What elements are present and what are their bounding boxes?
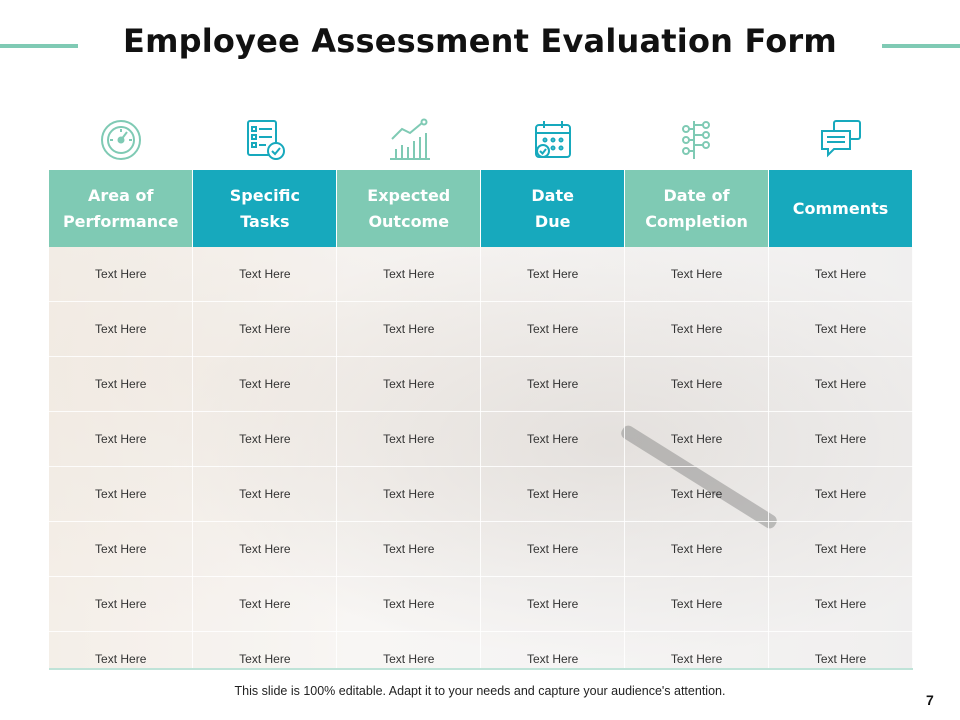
title-decoration-left (0, 44, 78, 48)
table-cell: Text Here (768, 576, 913, 632)
table-cell: Text Here (49, 576, 194, 632)
table-cell: Text Here (624, 631, 770, 670)
table-cell: Text Here (624, 301, 770, 357)
table-cell: Text Here (480, 466, 626, 522)
hierarchy-icon (682, 121, 710, 159)
table-row: Text Here Text Here Text Here Text Here … (49, 411, 913, 467)
table-cell: Text Here (192, 631, 338, 670)
table-cell: Text Here (336, 466, 482, 522)
table-cell: Text Here (768, 301, 913, 357)
table-cell: Text Here (624, 411, 770, 467)
table-cell: Text Here (768, 247, 913, 302)
table-cell: Text Here (49, 631, 194, 670)
table-cell: Text Here (624, 466, 770, 522)
growth-chart-icon (390, 118, 430, 160)
table-row: Text Here Text Here Text Here Text Here … (49, 631, 913, 670)
header-date-of-completion: Date of Completion (624, 170, 770, 247)
table-cell: Text Here (336, 356, 482, 412)
checklist-icon (247, 120, 285, 160)
page-number: 7 (926, 692, 934, 708)
table-cell: Text Here (624, 576, 770, 632)
table-cell: Text Here (49, 301, 194, 357)
table-cell: Text Here (192, 466, 338, 522)
table-row: Text Here Text Here Text Here Text Here … (49, 356, 913, 412)
table-cell: Text Here (192, 576, 338, 632)
header-icon-row (49, 114, 913, 166)
table-cell: Text Here (768, 466, 913, 522)
speedometer-icon (101, 120, 141, 160)
table-cell: Text Here (480, 631, 626, 670)
table-cell: Text Here (336, 411, 482, 467)
table-cell: Text Here (49, 411, 194, 467)
table-row: Text Here Text Here Text Here Text Here … (49, 247, 913, 302)
table-cell: Text Here (192, 247, 338, 302)
table-cell: Text Here (336, 247, 482, 302)
evaluation-table-area: Area of Performance Specific Tasks Expecte… (49, 170, 913, 670)
table-cell: Text Here (480, 411, 626, 467)
calendar-icon (535, 121, 571, 158)
table-cell: Text Here (480, 301, 626, 357)
table-row: Text Here Text Here Text Here Text Here … (49, 521, 913, 577)
table-header-row: Area of Performance Specific Tasks Expecte… (49, 170, 913, 247)
table-cell: Text Here (624, 356, 770, 412)
table-row: Text Here Text Here Text Here Text Here … (49, 466, 913, 522)
table-cell: Text Here (49, 247, 194, 302)
table-cell: Text Here (768, 356, 913, 412)
table-cell: Text Here (480, 356, 626, 412)
table-cell: Text Here (336, 631, 482, 670)
header-date-due: Date Due (480, 170, 626, 247)
table-row: Text Here Text Here Text Here Text Here … (49, 301, 913, 357)
table-cell: Text Here (336, 301, 482, 357)
table-cell: Text Here (49, 356, 194, 412)
table-cell: Text Here (49, 466, 194, 522)
header-comments: Comments (768, 170, 913, 247)
table-row: Text Here Text Here Text Here Text Here … (49, 576, 913, 632)
table-cell: Text Here (768, 411, 913, 467)
header-specific-tasks: Specific Tasks (192, 170, 338, 247)
table-cell: Text Here (768, 631, 913, 670)
title-decoration-right (882, 44, 960, 48)
chat-bubbles-icon (821, 120, 861, 158)
footer-note: This slide is 100% editable. Adapt it to… (234, 684, 726, 698)
table-cell: Text Here (49, 521, 194, 577)
header-expected-outcome: Expected Outcome (336, 170, 482, 247)
page-title: Employee Assessment Evaluation Form (123, 22, 837, 60)
table-cell: Text Here (336, 521, 482, 577)
table-cell: Text Here (480, 247, 626, 302)
table-cell: Text Here (480, 576, 626, 632)
table-cell: Text Here (192, 411, 338, 467)
table-cell: Text Here (624, 247, 770, 302)
table-cell: Text Here (192, 356, 338, 412)
table-cell: Text Here (336, 576, 482, 632)
table-bottom-rule (49, 668, 913, 670)
table-cell: Text Here (192, 301, 338, 357)
table-cell: Text Here (768, 521, 913, 577)
header-area-of-performance: Area of Performance (49, 170, 194, 247)
table-cell: Text Here (192, 521, 338, 577)
table-cell: Text Here (624, 521, 770, 577)
evaluation-table: Area of Performance Specific Tasks Expecte… (49, 170, 913, 670)
table-cell: Text Here (480, 521, 626, 577)
